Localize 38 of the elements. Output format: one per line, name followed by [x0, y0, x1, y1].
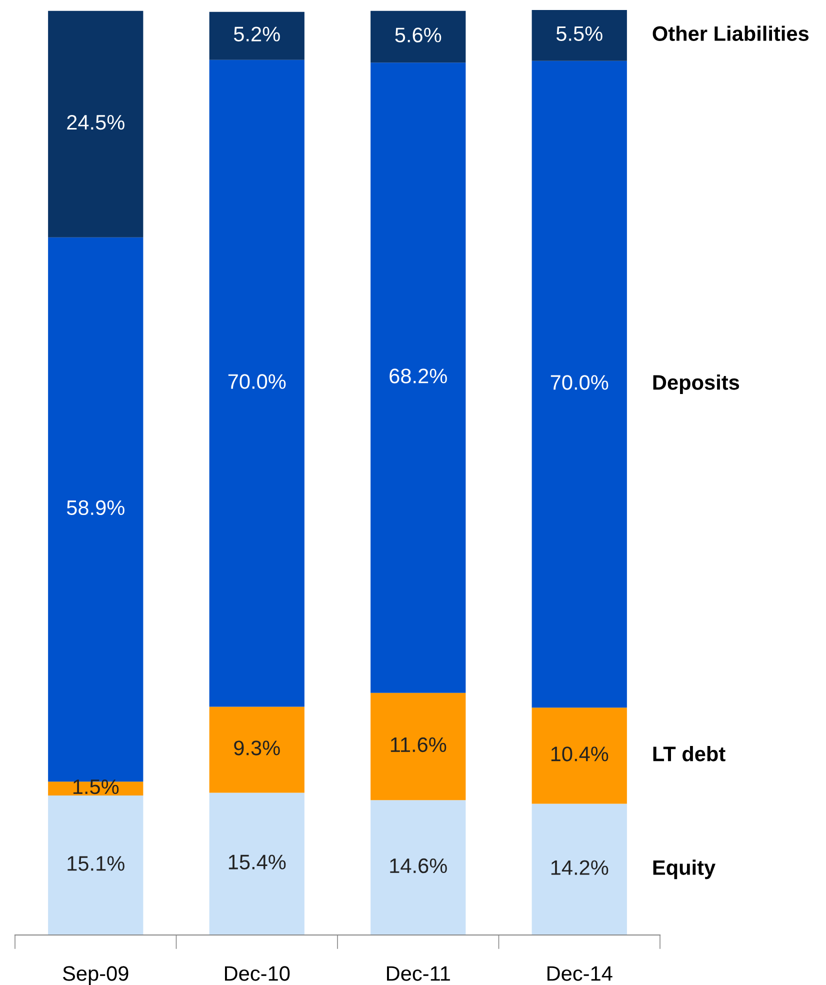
- bar: [48, 795, 144, 935]
- bar: [370, 800, 466, 935]
- bar: [48, 10, 144, 238]
- bar: [370, 10, 466, 63]
- data-label: 58.9%: [66, 500, 124, 516]
- series-label: LT debt: [653, 746, 726, 762]
- data-label: 68.2%: [390, 368, 447, 384]
- x-tick-label: Dec-14: [548, 966, 612, 981]
- data-label: 15.4%: [228, 854, 286, 870]
- bar: [532, 708, 627, 804]
- bar: [532, 60, 627, 708]
- data-label: 70.0%: [228, 374, 286, 389]
- series-label: Other Liabilities: [652, 26, 809, 42]
- data-label: 14.2%: [551, 860, 608, 875]
- bar: [209, 60, 304, 707]
- bar: [370, 62, 466, 693]
- data-label: 14.6%: [390, 858, 447, 874]
- series-label: Deposits: [653, 374, 740, 394]
- data-label: 5.5%: [556, 26, 602, 42]
- x-tick-label: Dec-10: [225, 966, 290, 981]
- data-label: 5.6%: [395, 28, 442, 42]
- bar: [532, 10, 627, 61]
- data-label: 10.4%: [551, 746, 608, 762]
- bar: [209, 792, 304, 935]
- data-label: 11.6%: [390, 737, 446, 752]
- series-label: Equity: [653, 860, 716, 880]
- bar: [209, 706, 304, 793]
- x-tick-label: Sep-09: [62, 966, 128, 985]
- data-label: 1.5%: [73, 779, 119, 794]
- data-label: 24.5%: [67, 114, 124, 130]
- data-label: 70.0%: [550, 375, 608, 390]
- data-label: 15.1%: [68, 856, 124, 871]
- bar: [370, 692, 466, 800]
- bar: [209, 12, 304, 60]
- data-label: 9.3%: [234, 740, 280, 756]
- data-label: 5.2%: [234, 26, 280, 42]
- bar: [532, 804, 627, 935]
- x-tick-label: Dec-11: [387, 966, 450, 981]
